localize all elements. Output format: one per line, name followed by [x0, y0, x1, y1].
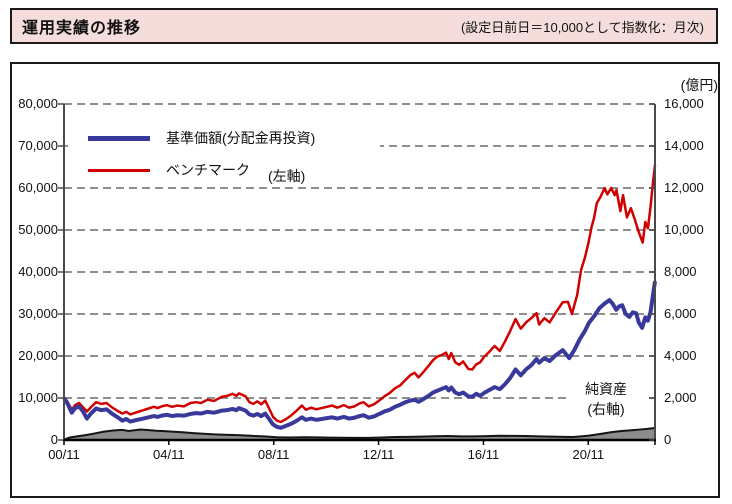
fund-line — [62, 280, 657, 430]
right-axis-tick-label: 10,000 — [664, 222, 704, 237]
legend: 基準価額(分配金再投資) ベンチマーク (左軸) — [68, 114, 380, 184]
net-asset-label: 純資産 (右軸) — [568, 379, 644, 421]
right-axis-tick-label: 6,000 — [664, 306, 697, 321]
index-note: (設定日前日＝10,000として指数化：月次) — [460, 19, 704, 35]
x-axis-tick-label: 00/11 — [48, 447, 80, 462]
chart-panel: (億円) 基準価額(分配金再投資) ベンチマーク (左軸) 純資産 (右軸) 8… — [10, 62, 720, 498]
right-axis-tick-label: 2,000 — [664, 390, 697, 405]
left-axis-note: (左軸) — [268, 168, 306, 184]
net-asset-label-line1: 純資産 — [585, 381, 627, 397]
x-axis-tick-label: 20/11 — [572, 447, 605, 462]
x-axis-tick-label: 08/11 — [257, 447, 290, 462]
x-axis-tick-label: 16/11 — [467, 447, 500, 462]
left-axis-tick-label: 20,000 — [18, 348, 58, 363]
right-axis-tick-label: 12,000 — [664, 180, 704, 195]
fund-line-swatch — [88, 135, 150, 141]
left-axis-tick-label: 10,000 — [18, 390, 58, 405]
benchmark-line — [63, 164, 657, 424]
legend-row-fund: 基準価額(分配金再投資) — [68, 128, 315, 148]
right-axis-tick-label: 16,000 — [664, 96, 704, 111]
right-axis-tick-label: 14,000 — [664, 138, 704, 153]
right-axis-tick-label: 0 — [664, 432, 672, 447]
section-header: 運用実績の推移 (設定日前日＝10,000として指数化：月次) — [10, 8, 718, 44]
left-axis-tick-label: 60,000 — [18, 180, 58, 195]
left-axis-tick-label: 0 — [50, 432, 58, 447]
legend-fund-label: 基準価額(分配金再投資) — [166, 130, 316, 146]
net-asset-area — [64, 428, 655, 440]
benchmark-line-swatch — [88, 168, 150, 172]
legend-benchmark-label: ベンチマーク — [166, 162, 250, 178]
left-axis-tick-label: 70,000 — [18, 138, 58, 153]
net-asset-label-line2: (右軸) — [587, 401, 625, 417]
left-axis-tick-label: 30,000 — [18, 306, 58, 321]
legend-row-benchmark: ベンチマーク (左軸) — [68, 160, 305, 184]
right-axis-tick-label: 8,000 — [664, 264, 697, 279]
page-title: 運用実績の推移 — [22, 20, 142, 37]
right-axis-unit-label: (億円) — [680, 77, 718, 93]
left-axis-tick-label: 80,000 — [18, 96, 58, 111]
x-axis-tick-label: 04/11 — [153, 447, 185, 462]
left-axis-tick-label: 40,000 — [18, 264, 58, 279]
x-axis-tick-label: 12/11 — [362, 447, 395, 462]
net-asset-area-edge — [63, 427, 656, 441]
right-axis-tick-label: 4,000 — [664, 348, 697, 363]
left-axis-tick-label: 50,000 — [18, 222, 58, 237]
